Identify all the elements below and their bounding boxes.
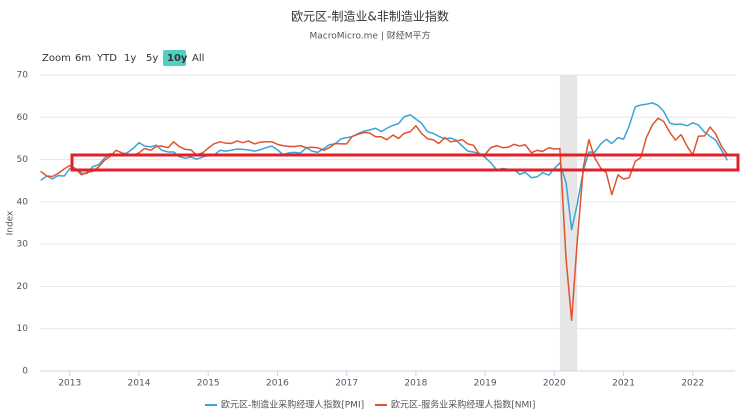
legend-label[interactable]: 欧元区-制造业采购经理人指数[PMI] bbox=[221, 399, 364, 411]
zoom-button[interactable]: 10y bbox=[167, 53, 188, 64]
y-tick-label: 10 bbox=[17, 324, 29, 334]
x-tick-label: 2020 bbox=[543, 379, 566, 389]
zoom-button[interactable]: 1y bbox=[124, 53, 136, 64]
y-axis-label: Index bbox=[6, 210, 16, 235]
x-tick-label: 2016 bbox=[266, 379, 289, 389]
zoom-button[interactable]: YTD bbox=[96, 53, 117, 64]
x-tick-label: 2013 bbox=[58, 379, 81, 389]
x-tick-label: 2018 bbox=[404, 379, 427, 389]
x-tick-label: 2022 bbox=[681, 379, 704, 389]
series-line bbox=[40, 117, 728, 322]
y-tick-label: 70 bbox=[17, 71, 29, 81]
highlight-box bbox=[70, 153, 740, 172]
y-tick-label: 0 bbox=[22, 367, 28, 377]
y-tick-label: 20 bbox=[17, 282, 29, 292]
y-tick-label: 60 bbox=[17, 113, 29, 123]
zoom-button[interactable]: 5y bbox=[146, 53, 158, 64]
zoom-button[interactable]: 6m bbox=[75, 53, 91, 64]
x-tick-label: 2015 bbox=[197, 379, 220, 389]
x-tick-label: 2014 bbox=[128, 379, 151, 389]
shaded-range bbox=[559, 75, 578, 371]
zoom-button-bg[interactable] bbox=[163, 50, 186, 66]
y-tick-label: 40 bbox=[17, 197, 29, 207]
x-tick-label: 2017 bbox=[335, 379, 358, 389]
chart-subtitle: MacroMicro.me | 财经M平方 bbox=[310, 30, 431, 42]
legend-label[interactable]: 欧元区-服务业采购经理人指数[NMI] bbox=[391, 399, 535, 411]
zoom-button[interactable]: All bbox=[192, 53, 204, 64]
y-tick-label: 30 bbox=[17, 240, 29, 250]
y-tick-label: 50 bbox=[17, 155, 29, 165]
x-tick-label: 2021 bbox=[612, 379, 635, 389]
series-line bbox=[40, 102, 729, 231]
x-tick-label: 2019 bbox=[474, 379, 497, 389]
chart-title: 欧元区-制造业&非制造业指数 bbox=[291, 9, 449, 24]
zoom-label: Zoom bbox=[42, 53, 71, 64]
